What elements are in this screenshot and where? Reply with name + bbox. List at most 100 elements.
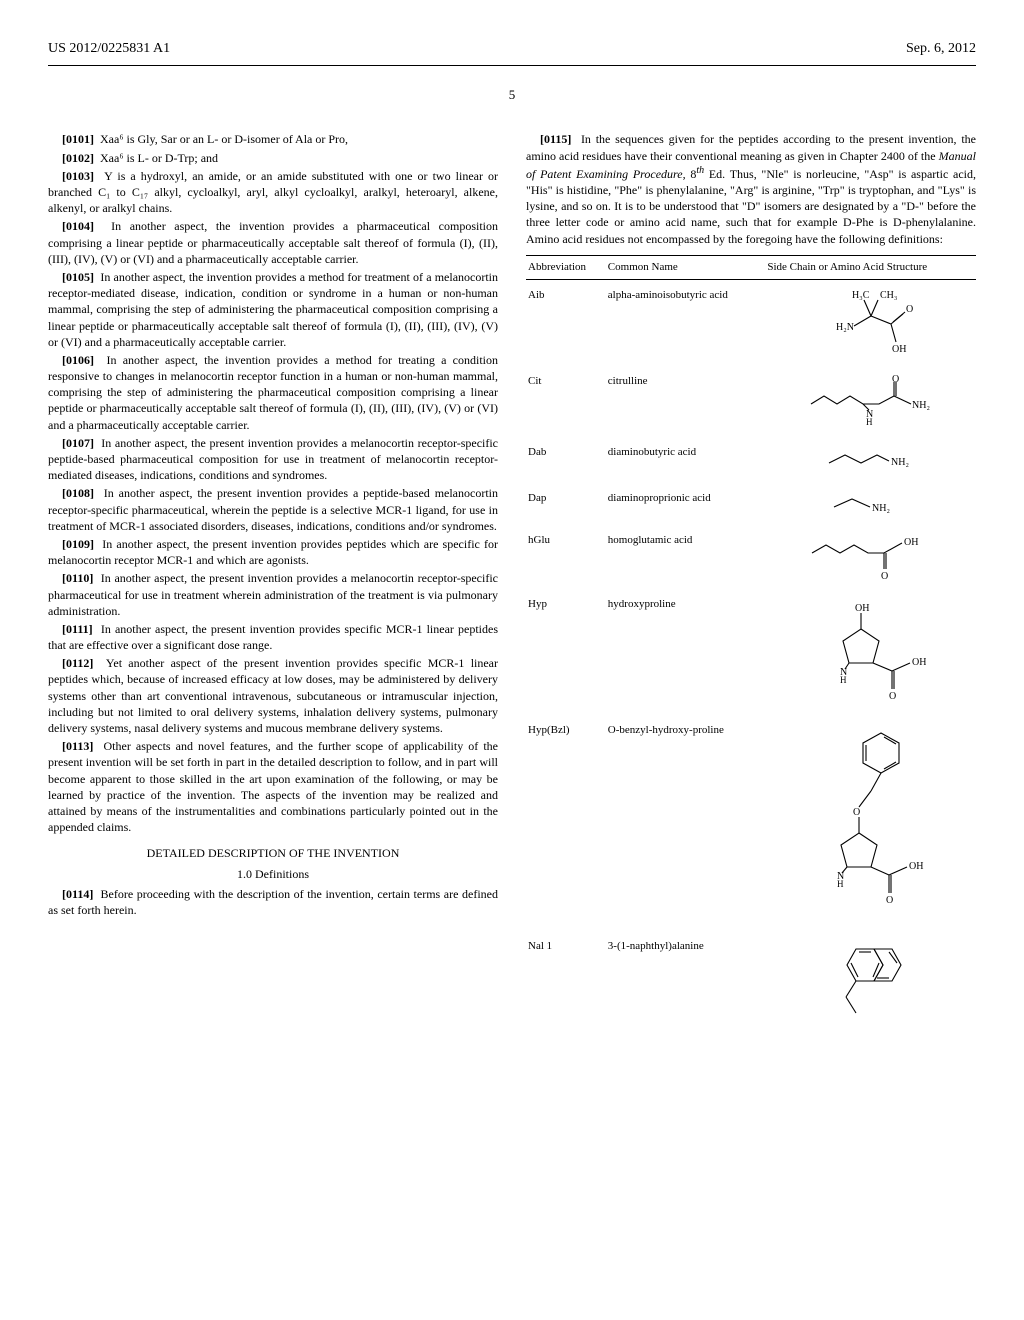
table-row: Hyp hydroxyproline O xyxy=(526,589,976,715)
svg-text:OH: OH xyxy=(892,344,906,355)
subsection-heading: 1.0 Definitions xyxy=(48,866,498,882)
cell-structure: NH₂ xyxy=(765,483,976,525)
cell-abbr: Nal 1 xyxy=(526,931,606,1037)
para-0115: [0115] In the sequences given for the pe… xyxy=(526,131,976,246)
cell-abbr: Dap xyxy=(526,483,606,525)
table-row: Cit citrulline N H O xyxy=(526,366,976,437)
table-row: Aib alpha-aminoisobutyric acid xyxy=(526,279,976,366)
hyp-structure-icon: OH N H OH O xyxy=(816,597,926,707)
cell-structure: H₃C CH₃ H₂N O OH xyxy=(765,279,976,366)
para-text: In another aspect, the invention provide… xyxy=(48,353,498,432)
para-text: Y is a hydroxyl, an amide, or an amide s… xyxy=(48,169,498,215)
dab-structure-icon: NH₂ xyxy=(821,445,921,475)
svg-text:H₃C: H₃C xyxy=(852,290,870,301)
table-row: Dab diaminobutyric acid NH₂ xyxy=(526,437,976,483)
nal1-structure-icon xyxy=(816,939,926,1029)
aib-structure-icon: H₃C CH₃ H₂N O OH xyxy=(816,288,926,358)
para-0105: [0105] In another aspect, the invention … xyxy=(48,269,498,350)
cell-structure: NH₂ xyxy=(765,437,976,483)
svg-text:O: O xyxy=(906,304,913,315)
cell-abbr: Cit xyxy=(526,366,606,437)
para-0111: [0111] In another aspect, the present in… xyxy=(48,621,498,653)
para-text: Before proceeding with the description o… xyxy=(48,887,498,917)
cell-name: O-benzyl-hydroxy-proline xyxy=(606,715,766,931)
cell-abbr: hGlu xyxy=(526,525,606,589)
svg-text:CH₃: CH₃ xyxy=(880,290,897,301)
para-text-a: In the sequences given for the peptides … xyxy=(526,132,976,162)
para-0106: [0106] In another aspect, the invention … xyxy=(48,352,498,433)
cell-name: 3-(1-naphthyl)alanine xyxy=(606,931,766,1037)
cell-structure xyxy=(765,931,976,1037)
svg-text:O: O xyxy=(886,895,893,906)
right-column: [0115] In the sequences given for the pe… xyxy=(526,131,976,1036)
cell-name: diaminoproprionic acid xyxy=(606,483,766,525)
para-0113: [0113] Other aspects and novel features,… xyxy=(48,738,498,835)
page-number: 5 xyxy=(48,86,976,104)
para-text: Other aspects and novel features, and th… xyxy=(48,739,498,834)
cell-abbr: Dab xyxy=(526,437,606,483)
cell-name: diaminobutyric acid xyxy=(606,437,766,483)
para-0102: [0102] Xaa⁶ is L- or D-Trp; and xyxy=(48,150,498,166)
cell-name: homoglutamic acid xyxy=(606,525,766,589)
pub-number: US 2012/0225831 A1 xyxy=(48,40,170,59)
para-0107: [0107] In another aspect, the present in… xyxy=(48,435,498,484)
cell-structure: OH N H OH O xyxy=(765,589,976,715)
table-row: Hyp(Bzl) O-benzyl-hydroxy-proline xyxy=(526,715,976,931)
para-0112: [0112] Yet another aspect of the present… xyxy=(48,655,498,736)
svg-text:NH₂: NH₂ xyxy=(872,503,890,514)
header-rule xyxy=(48,65,976,66)
svg-text:OH: OH xyxy=(855,603,869,614)
cell-abbr: Hyp xyxy=(526,589,606,715)
svg-text:O: O xyxy=(853,807,860,818)
para-0103: [0103] Y is a hydroxyl, an amide, or an … xyxy=(48,168,498,217)
para-0114: [0114] Before proceeding with the descri… xyxy=(48,886,498,918)
cell-name: alpha-aminoisobutyric acid xyxy=(606,279,766,366)
hypbzl-structure-icon: O N H OH O xyxy=(811,723,931,923)
table-row: Dap diaminoproprionic acid NH₂ xyxy=(526,483,976,525)
table-row: Nal 1 3-(1-naphthyl)alanine xyxy=(526,931,976,1037)
para-text: In another aspect, the present invention… xyxy=(48,571,498,617)
para-text: In another aspect, the invention provide… xyxy=(48,219,498,265)
amino-acid-table: Abbreviation Common Name Side Chain or A… xyxy=(526,255,976,1037)
dap-structure-icon: NH₂ xyxy=(826,491,916,517)
para-text: Xaa⁶ is Gly, Sar or an L- or D-isomer of… xyxy=(100,132,348,146)
cell-name: hydroxyproline xyxy=(606,589,766,715)
col-name: Common Name xyxy=(606,255,766,279)
para-text: In another aspect, the present invention… xyxy=(48,486,498,532)
para-text: In another aspect, the invention provide… xyxy=(48,270,498,349)
svg-text:O: O xyxy=(889,691,896,702)
section-heading: DETAILED DESCRIPTION OF THE INVENTION xyxy=(48,845,498,861)
col-abbr: Abbreviation xyxy=(526,255,606,279)
para-text: In another aspect, the present invention… xyxy=(48,537,498,567)
para-0104: [0104] In another aspect, the invention … xyxy=(48,218,498,267)
svg-text:H: H xyxy=(840,675,847,685)
cell-structure: O N H OH O xyxy=(765,715,976,931)
svg-text:OH: OH xyxy=(904,537,918,548)
pub-date: Sep. 6, 2012 xyxy=(906,40,976,59)
cell-structure: OH O xyxy=(765,525,976,589)
svg-text:H₂N: H₂N xyxy=(836,322,854,333)
para-text: In another aspect, the present invention… xyxy=(48,622,498,652)
para-text-sup: th xyxy=(696,165,704,176)
para-text-c: 8 xyxy=(686,167,697,181)
svg-text:OH: OH xyxy=(912,657,926,668)
para-0110: [0110] In another aspect, the present in… xyxy=(48,570,498,619)
svg-text:H: H xyxy=(866,417,873,427)
cell-abbr: Aib xyxy=(526,279,606,366)
left-column: [0101] Xaa⁶ is Gly, Sar or an L- or D-is… xyxy=(48,131,498,1036)
para-0108: [0108] In another aspect, the present in… xyxy=(48,485,498,534)
hglu-structure-icon: OH O xyxy=(806,533,936,581)
cell-abbr: Hyp(Bzl) xyxy=(526,715,606,931)
para-text: In another aspect, the present invention… xyxy=(48,436,498,482)
svg-text:O: O xyxy=(892,374,899,385)
table-row: hGlu homoglutamic acid OH O xyxy=(526,525,976,589)
cit-structure-icon: N H O NH₂ xyxy=(806,374,936,429)
para-text: Yet another aspect of the present invent… xyxy=(48,656,498,735)
para-0101: [0101] Xaa⁶ is Gly, Sar or an L- or D-is… xyxy=(48,131,498,147)
svg-text:NH₂: NH₂ xyxy=(891,457,909,468)
para-text: Xaa⁶ is L- or D-Trp; and xyxy=(100,151,218,165)
para-0109: [0109] In another aspect, the present in… xyxy=(48,536,498,568)
svg-text:OH: OH xyxy=(909,861,923,872)
svg-text:NH₂: NH₂ xyxy=(912,400,930,411)
svg-text:O: O xyxy=(881,571,888,581)
